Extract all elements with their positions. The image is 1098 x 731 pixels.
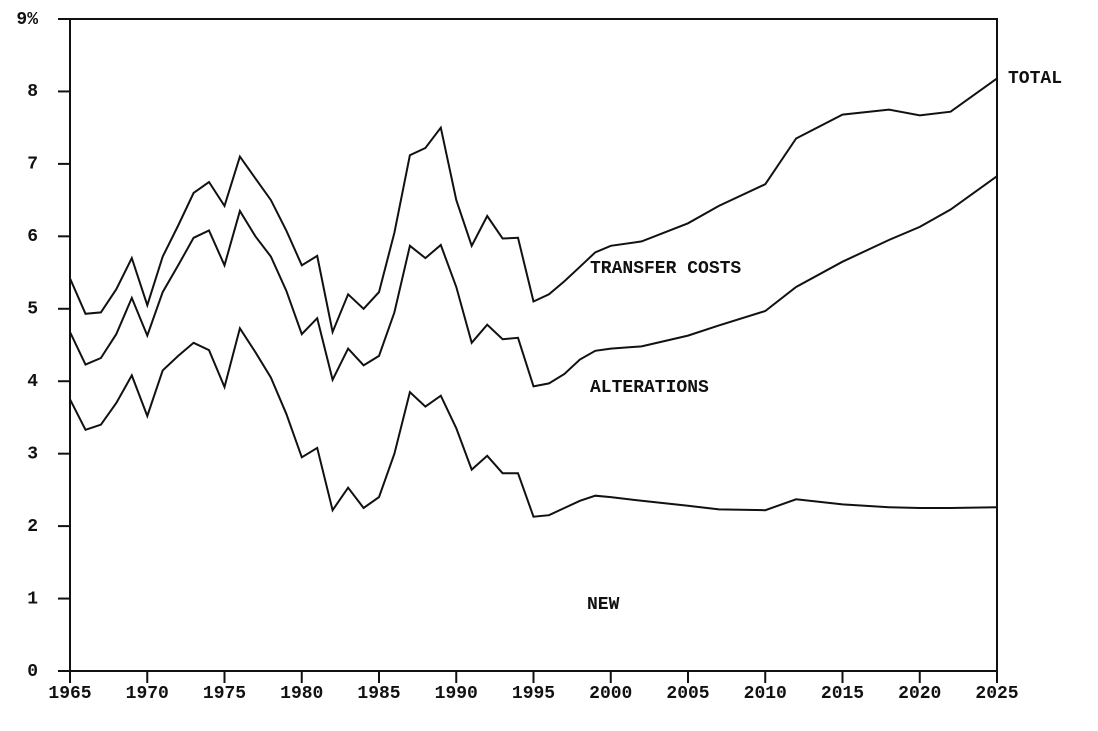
x-tick-label: 1980: [280, 684, 323, 704]
x-tick-label: 2025: [975, 684, 1018, 704]
plot-frame: [69, 18, 998, 672]
series-line: [69, 77, 998, 336]
x-tick-label: 2000: [589, 684, 632, 704]
y-tick-label: 7: [27, 155, 38, 175]
x-tick-label: 1970: [126, 684, 169, 704]
series-label: TRANSFER COSTS: [590, 259, 741, 279]
series-line: [69, 325, 998, 518]
series-line: [69, 175, 998, 388]
y-tick-label: 2: [27, 517, 38, 537]
x-tick-label: 1995: [512, 684, 555, 704]
x-tick-label: 1985: [357, 684, 400, 704]
series-label: ALTERATIONS: [590, 378, 709, 398]
y-tick-label: 1: [27, 589, 38, 609]
x-tick-label: 1975: [203, 684, 246, 704]
x-tick-label: 2015: [821, 684, 864, 704]
x-tick-label: 1965: [48, 684, 91, 704]
y-tick-label: 0: [27, 662, 38, 682]
x-tick-label: 1990: [435, 684, 478, 704]
y-tick-label: 9%: [16, 10, 38, 30]
y-tick-label: 8: [27, 82, 38, 102]
y-tick-label: 6: [27, 227, 38, 247]
y-tick-label: 3: [27, 444, 38, 464]
x-tick-label: 2005: [666, 684, 709, 704]
series-label: NEW: [587, 595, 620, 615]
x-tick-label: 2020: [898, 684, 941, 704]
annotation: TOTAL: [1008, 69, 1062, 89]
y-tick-label: 4: [27, 372, 38, 392]
y-tick-label: 5: [27, 300, 38, 320]
x-tick-label: 2010: [744, 684, 787, 704]
